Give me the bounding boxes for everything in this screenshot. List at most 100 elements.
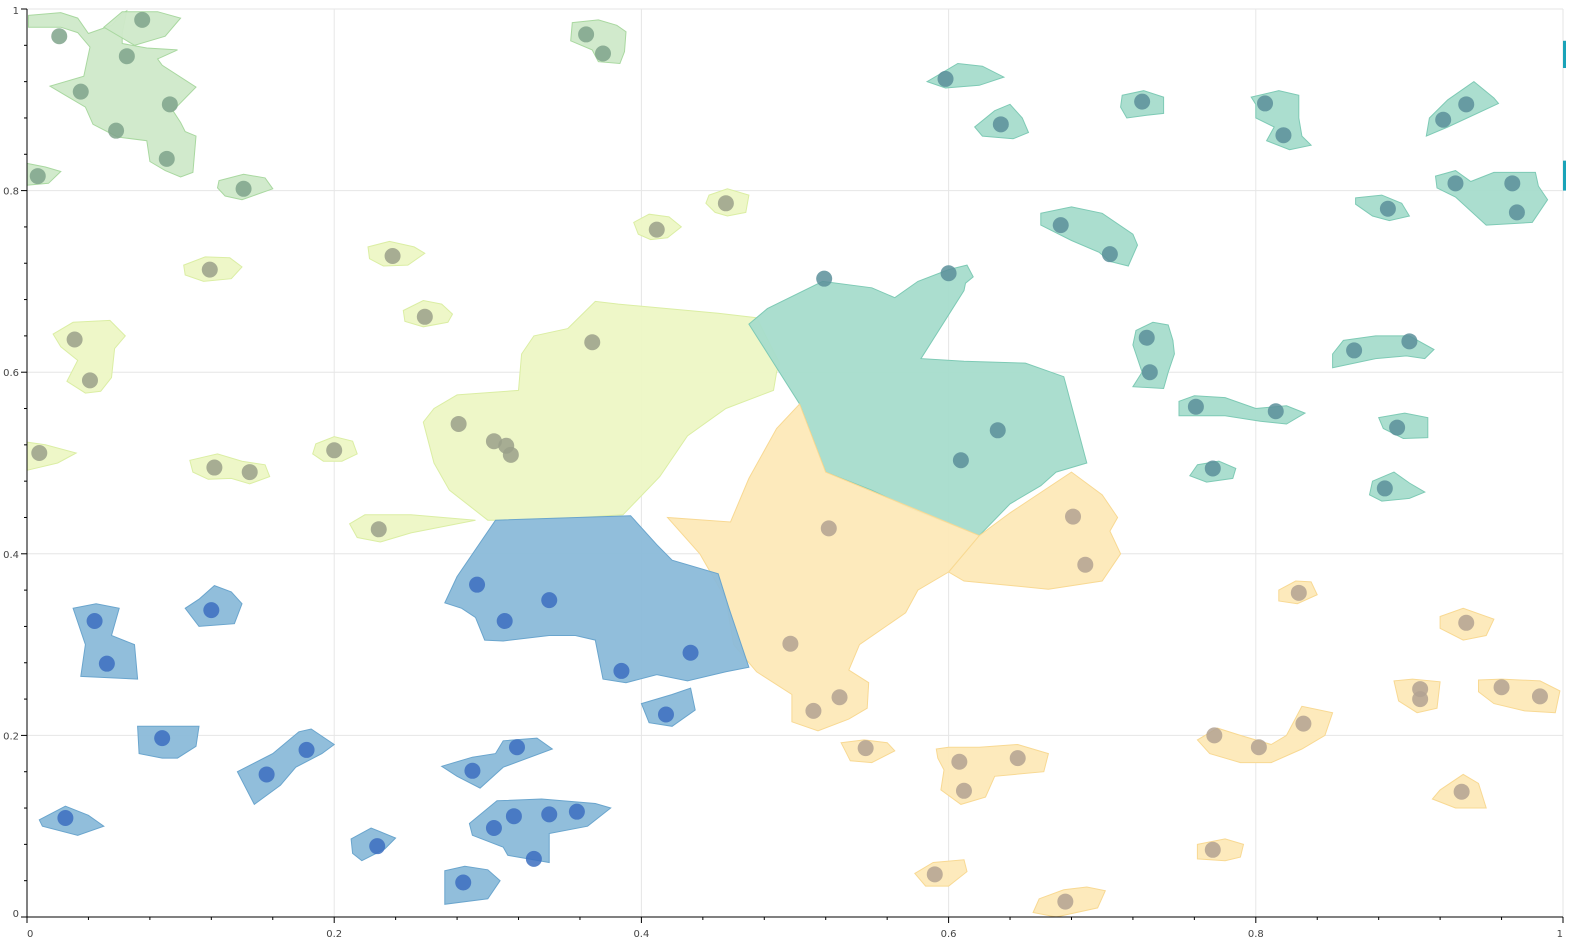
side-marker bbox=[1563, 40, 1566, 69]
x-tick-label: 1 bbox=[1557, 929, 1563, 940]
data-point bbox=[831, 689, 848, 706]
data-point bbox=[1376, 480, 1393, 497]
data-point bbox=[98, 655, 115, 672]
data-point bbox=[29, 168, 46, 185]
data-point bbox=[1134, 93, 1151, 110]
data-point bbox=[51, 28, 68, 45]
y-tick-label: 1 bbox=[13, 6, 19, 17]
data-point bbox=[369, 838, 386, 855]
cluster-region bbox=[189, 453, 271, 485]
data-point bbox=[525, 850, 542, 867]
data-point bbox=[485, 820, 502, 837]
data-point bbox=[820, 520, 837, 537]
cluster-region bbox=[236, 728, 336, 806]
data-point bbox=[1250, 739, 1267, 756]
data-point bbox=[1141, 364, 1158, 381]
side-marker bbox=[1563, 160, 1566, 191]
data-point bbox=[201, 261, 218, 278]
data-point bbox=[926, 866, 943, 883]
cluster-region bbox=[102, 11, 182, 46]
data-point bbox=[1204, 841, 1221, 858]
data-point bbox=[455, 874, 472, 891]
x-tick-label: 0.8 bbox=[1248, 929, 1264, 940]
data-point bbox=[158, 150, 175, 167]
data-point bbox=[992, 116, 1009, 133]
data-point bbox=[989, 422, 1006, 439]
cluster-region bbox=[348, 514, 476, 543]
data-point bbox=[203, 602, 220, 619]
data-point bbox=[1052, 217, 1069, 234]
data-point bbox=[416, 308, 433, 325]
y-tick-label: 0.2 bbox=[3, 731, 19, 742]
data-point bbox=[1401, 333, 1418, 350]
data-point bbox=[1295, 715, 1312, 732]
data-point bbox=[154, 730, 171, 747]
data-point bbox=[940, 265, 957, 282]
data-point bbox=[857, 740, 874, 757]
x-tick-label: 0.2 bbox=[326, 929, 342, 940]
data-point bbox=[1458, 96, 1475, 113]
data-point bbox=[951, 753, 968, 770]
data-point bbox=[568, 803, 585, 820]
data-point bbox=[1346, 342, 1363, 359]
y-tick-label: 0.6 bbox=[3, 368, 19, 379]
cluster-region bbox=[440, 737, 554, 789]
data-point bbox=[81, 372, 98, 389]
data-point bbox=[1206, 727, 1223, 744]
data-point bbox=[1493, 679, 1510, 696]
data-point bbox=[326, 442, 343, 459]
data-point bbox=[502, 446, 519, 463]
data-point bbox=[952, 452, 969, 469]
data-point bbox=[1412, 691, 1429, 708]
data-point bbox=[648, 221, 665, 238]
side-markers bbox=[1563, 40, 1566, 191]
data-point bbox=[235, 180, 252, 197]
data-point bbox=[578, 26, 595, 43]
data-point bbox=[241, 464, 258, 481]
data-point bbox=[496, 612, 513, 629]
data-point bbox=[72, 83, 89, 100]
data-point bbox=[464, 762, 481, 779]
data-point bbox=[31, 445, 48, 462]
data-point bbox=[450, 415, 467, 432]
data-point bbox=[1379, 200, 1396, 217]
data-point bbox=[1447, 175, 1464, 192]
data-point bbox=[1204, 460, 1221, 477]
data-point bbox=[161, 96, 178, 113]
data-point bbox=[1257, 95, 1274, 112]
data-point bbox=[1508, 204, 1525, 221]
data-point bbox=[1065, 508, 1082, 525]
data-point bbox=[1275, 127, 1292, 144]
data-point bbox=[1009, 750, 1026, 767]
data-point bbox=[595, 45, 611, 62]
data-point bbox=[816, 270, 833, 287]
data-point bbox=[469, 576, 486, 593]
data-point bbox=[717, 195, 734, 212]
y-tick-label: 0.8 bbox=[3, 187, 19, 198]
data-points bbox=[29, 11, 1548, 910]
data-point bbox=[541, 806, 558, 823]
data-point bbox=[258, 766, 275, 783]
data-point bbox=[541, 592, 558, 609]
cluster-region bbox=[1040, 206, 1139, 267]
data-point bbox=[782, 635, 799, 652]
data-point bbox=[485, 433, 502, 450]
data-point bbox=[1389, 419, 1406, 436]
data-point bbox=[384, 247, 401, 264]
y-tick-label: 0.4 bbox=[3, 550, 19, 561]
x-tick-label: 0 bbox=[27, 929, 33, 940]
data-point bbox=[508, 739, 525, 756]
data-point bbox=[1504, 175, 1521, 192]
data-point bbox=[1531, 688, 1548, 705]
axes: 0 0.2 0.4 0.6 0.8 1 0 0.2 0.4 0.6 0.8 1 bbox=[3, 6, 1564, 940]
data-point bbox=[1187, 398, 1204, 415]
data-point bbox=[1057, 893, 1074, 910]
cluster-region bbox=[444, 515, 750, 684]
x-tick-label: 0.4 bbox=[633, 929, 649, 940]
data-point bbox=[657, 706, 674, 723]
data-point bbox=[584, 334, 601, 351]
data-point bbox=[118, 48, 135, 65]
data-point bbox=[1101, 246, 1118, 263]
data-point bbox=[1267, 403, 1284, 420]
